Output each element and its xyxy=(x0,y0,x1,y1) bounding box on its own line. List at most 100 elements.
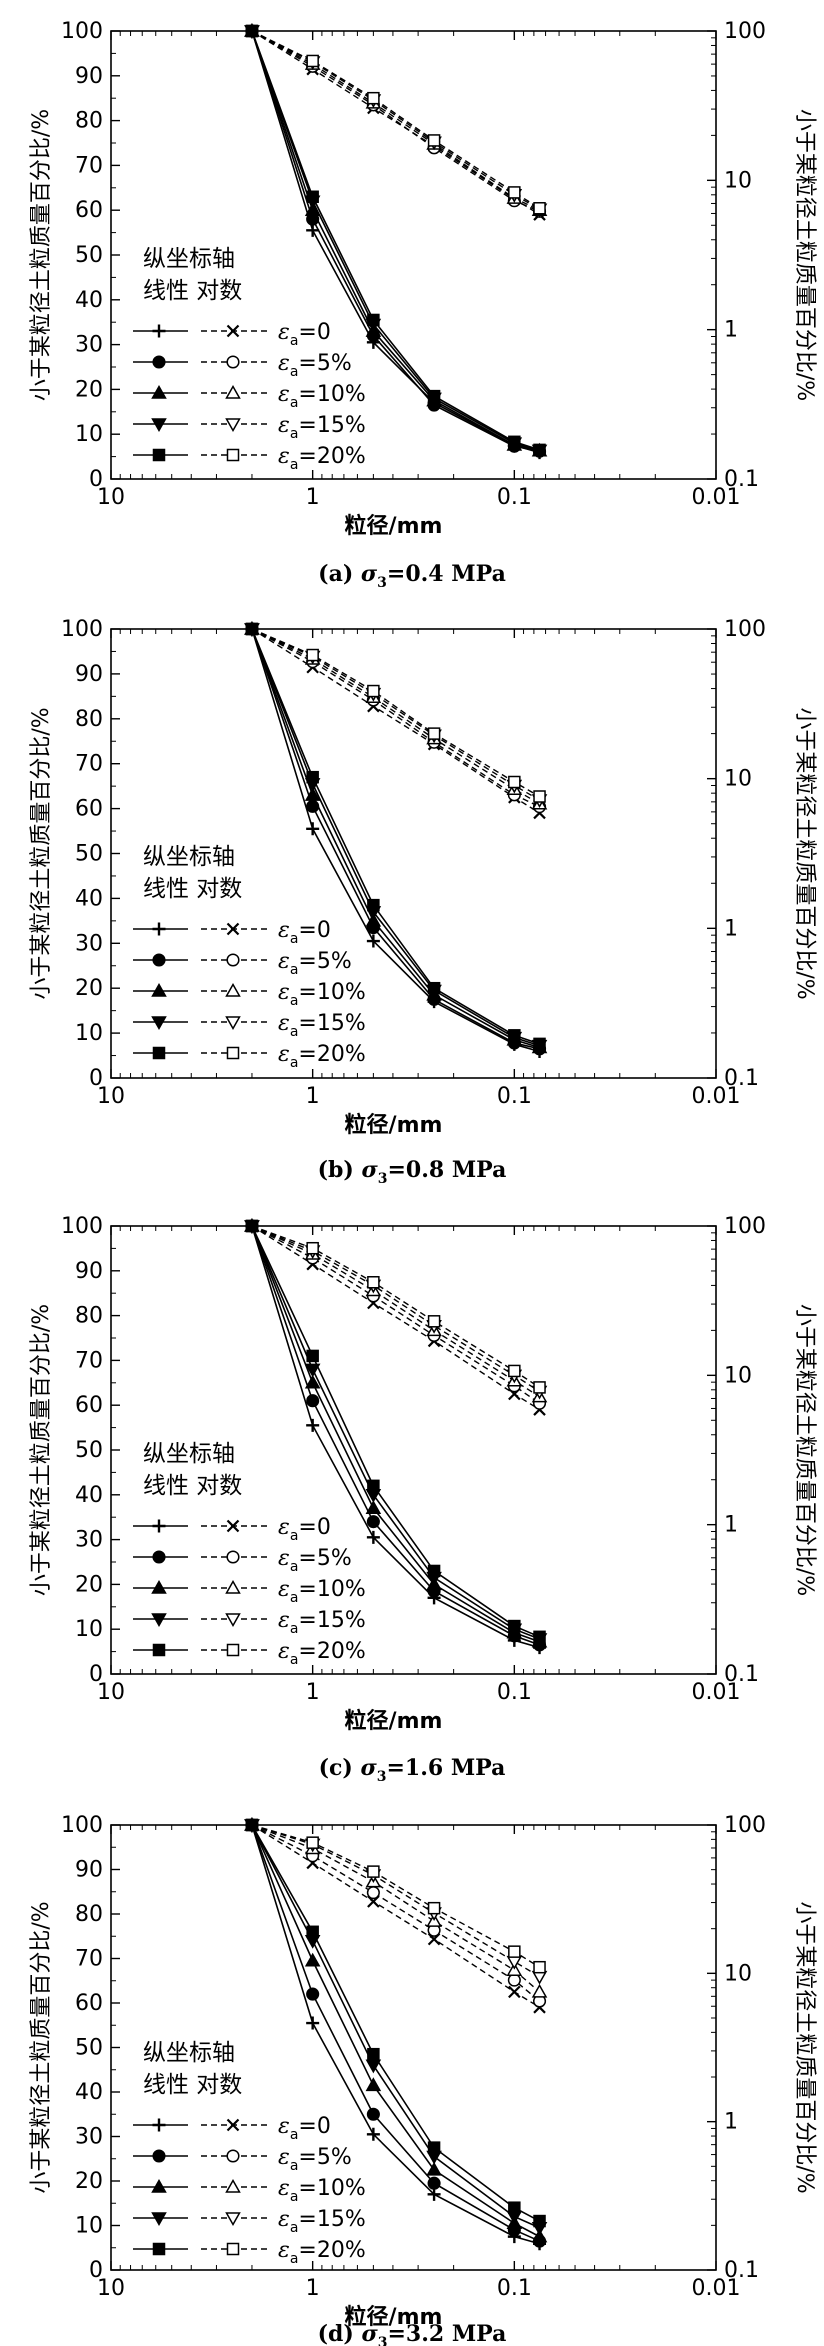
legend-marker-hollow xyxy=(226,324,240,338)
data-point-linear xyxy=(306,1925,319,1939)
data-point-linear xyxy=(306,770,319,784)
series-linear-line xyxy=(251,1225,540,1646)
legend-marker-hollow xyxy=(226,355,240,369)
data-point-linear xyxy=(306,822,320,836)
series-linear-line xyxy=(251,30,540,451)
x-axis-label: 粒径/mm xyxy=(345,1112,443,1138)
y-right-axis-label: 小于某粒径土粒质量百分比/% xyxy=(792,109,817,401)
y-left-tick-label: 40 xyxy=(75,1483,103,1508)
figure-caption: (a) σ3=0.4 MPa xyxy=(318,561,506,591)
legend-marker-filled xyxy=(151,2178,167,2193)
series-linear-line xyxy=(251,30,540,453)
legend-marker-filled xyxy=(151,384,167,399)
series-linear-line xyxy=(251,1225,540,1640)
data-point-linear xyxy=(508,1619,521,1633)
y-right-axis-label: 小于某粒径土粒质量百分比/% xyxy=(792,1304,817,1596)
legend-marker-hollow xyxy=(226,1046,240,1060)
legend-label: εa=5% xyxy=(278,2145,352,2174)
series-log-line xyxy=(251,628,540,814)
series-linear-line xyxy=(251,628,540,1047)
series-log-line xyxy=(251,628,540,801)
y-left-tick-label: 10 xyxy=(75,1021,103,1046)
legend-label: εa=20% xyxy=(278,444,366,473)
data-point-log xyxy=(367,1865,380,1878)
y-right-tick-label: 1 xyxy=(724,318,738,343)
legend-marker-hollow xyxy=(225,2178,241,2193)
legend-marker-filled xyxy=(151,1613,167,1628)
legend-label: εa=15% xyxy=(278,2207,366,2236)
y-left-tick-label: 80 xyxy=(75,707,103,732)
y-left-tick-label: 10 xyxy=(75,2214,103,2239)
y-left-tick-label: 20 xyxy=(75,2169,103,2194)
x-axis-label: 粒径/mm xyxy=(345,1708,443,1734)
data-point-linear xyxy=(427,981,441,995)
data-point-linear xyxy=(304,787,321,801)
series-linear-line xyxy=(251,1225,540,1643)
series-linear-line xyxy=(251,628,540,1053)
series-log-line xyxy=(251,1225,540,1398)
y-right-tick-label: 10 xyxy=(724,168,752,193)
data-point-linear xyxy=(306,2016,320,2030)
legend-marker-hollow xyxy=(226,448,240,462)
data-point-log xyxy=(531,1983,548,1998)
x-tick-label: 1 xyxy=(306,485,320,510)
legend-label: εa=5% xyxy=(278,949,352,978)
y-right-tick-label: 100 xyxy=(724,19,766,44)
series-linear-line xyxy=(251,30,540,452)
series-linear-line xyxy=(251,1225,540,1649)
y-right-axis-label: 小于某粒径土粒质量百分比/% xyxy=(792,707,817,999)
data-point-log xyxy=(367,1276,380,1289)
legend-marker-filled xyxy=(152,1519,166,1533)
y-right-tick-label: 0.1 xyxy=(724,1066,759,1091)
figure-caption: (b) σ3=0.8 MPa xyxy=(318,1157,507,1187)
data-point-linear xyxy=(366,1530,380,1544)
legend-label: εa=15% xyxy=(278,1011,366,1040)
series-linear-line xyxy=(251,30,540,452)
legend-marker-hollow xyxy=(225,2212,241,2227)
y-left-tick-label: 40 xyxy=(75,2080,103,2105)
series-log-line xyxy=(251,1824,540,2008)
y-left-tick-label: 50 xyxy=(75,243,103,268)
y-left-tick-label: 100 xyxy=(61,617,103,642)
x-tick-label: 0.01 xyxy=(692,1084,741,1109)
data-point-log xyxy=(533,1960,546,1974)
y-right-tick-label: 1 xyxy=(724,2110,738,2135)
series-log-line xyxy=(251,1225,540,1389)
series-log-line xyxy=(251,30,540,216)
data-point-linear xyxy=(365,1500,382,1514)
legend-label: εa=10% xyxy=(278,382,366,411)
series-linear-line xyxy=(251,1824,540,2242)
data-point-log xyxy=(367,684,380,698)
data-point-linear xyxy=(508,435,521,449)
series-linear-line xyxy=(251,628,540,1045)
legend-marker-filled xyxy=(151,2212,167,2227)
data-point-linear xyxy=(306,1349,319,1363)
legend-marker-hollow xyxy=(225,1613,241,1628)
y-left-tick-label: 10 xyxy=(75,422,103,447)
legend-label: εa=15% xyxy=(278,1608,366,1637)
y-left-tick-label: 90 xyxy=(75,64,103,89)
series-linear-line xyxy=(251,1225,540,1638)
data-point-linear xyxy=(508,2201,521,2214)
y-left-tick-label: 70 xyxy=(75,1348,103,1373)
y-left-tick-label: 60 xyxy=(75,198,103,223)
legend-marker-hollow xyxy=(226,953,240,967)
data-point-log xyxy=(506,1955,523,1970)
series-log-line xyxy=(251,628,540,798)
data-point-linear xyxy=(304,1952,321,1967)
data-point-linear xyxy=(245,1219,259,1233)
y-left-tick-label: 20 xyxy=(75,976,103,1001)
legend-marker-hollow xyxy=(225,418,241,433)
y-left-tick-label: 90 xyxy=(75,662,103,687)
legend-marker-hollow xyxy=(226,2242,240,2256)
legend-marker-hollow xyxy=(225,1016,241,1031)
y-right-tick-label: 0.1 xyxy=(724,2258,759,2283)
legend-title: 纵坐标轴 xyxy=(143,2040,235,2066)
y-left-tick-label: 0 xyxy=(89,1662,103,1687)
data-point-log xyxy=(508,1364,521,1378)
x-tick-label: 1 xyxy=(306,1680,320,1705)
data-point-log xyxy=(533,790,546,803)
legend-subtitle: 线性 对数 xyxy=(143,1473,242,1499)
data-point-linear xyxy=(427,2141,441,2154)
data-point-linear xyxy=(427,2176,441,2190)
